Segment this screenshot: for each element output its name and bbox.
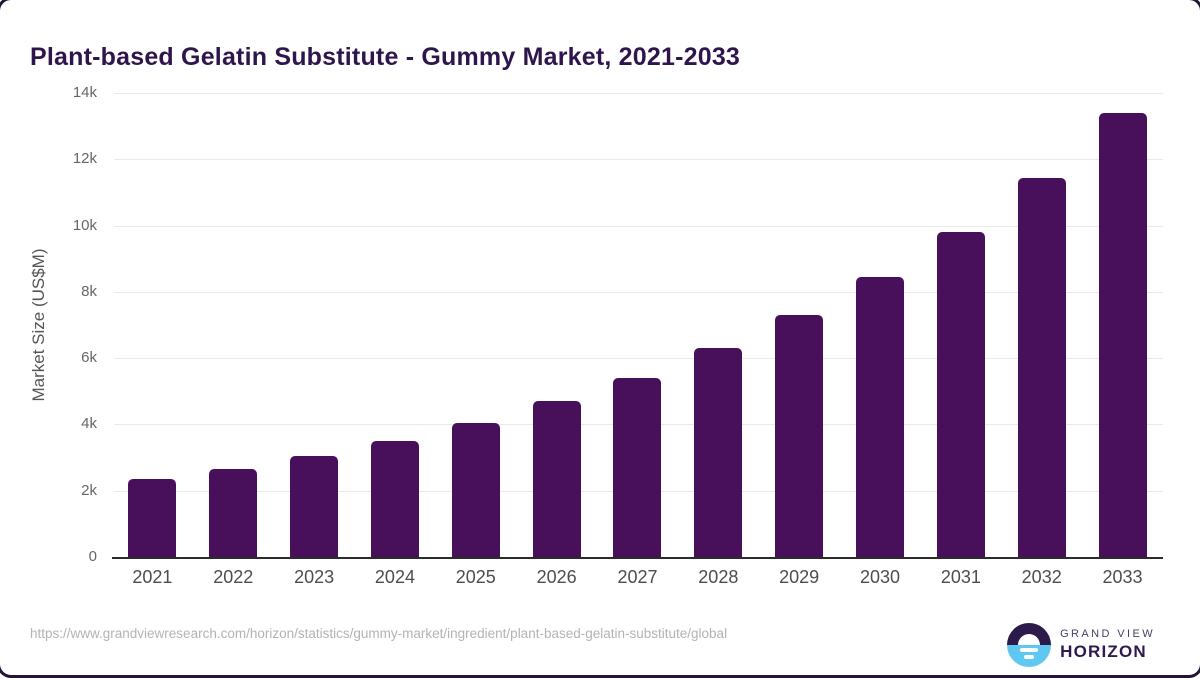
bar-2031[interactable] (936, 232, 985, 557)
bar-slot-2023 (274, 93, 355, 557)
x-axis-label-2021: 2021 (132, 567, 173, 587)
logo-icon-reflection-line-1 (1020, 648, 1039, 652)
x-axis-label-2032: 2032 (1021, 567, 1062, 587)
bar-slot-2027 (597, 93, 678, 557)
gridline-12k (114, 159, 1163, 161)
logo-icon-sun-arch (1018, 634, 1041, 645)
x-axis-label-2030: 2030 (859, 567, 901, 587)
source-url: https://www.grandviewresearch.com/horizo… (30, 626, 728, 641)
bar-slot-2029 (759, 93, 840, 557)
bar-slot-2032 (1001, 93, 1082, 557)
gridline-14k (114, 93, 1163, 94)
plot-area (112, 93, 1163, 559)
x-axis-label-2023: 2023 (294, 567, 335, 587)
bar-2030[interactable] (856, 276, 905, 557)
bar-2032[interactable] (1017, 177, 1066, 557)
bar-slot-2026 (516, 93, 597, 557)
logo-text: GRAND VIEW HORIZON (1060, 628, 1155, 662)
gridline-6k (114, 358, 1163, 360)
chart-title: Plant-based Gelatin Substitute - Gummy M… (30, 42, 741, 71)
horizon-sunrise-icon (1007, 623, 1052, 667)
x-axis-label-2029: 2029 (779, 567, 820, 587)
y-tick-label-4k: 4k (81, 415, 97, 433)
x-axis-labels: 2021 2022 2023 2024 2025 2026 2027 2028 2029 2030… (112, 567, 1163, 588)
y-tick-label-8k: 8k (81, 282, 97, 300)
bar-2028[interactable] (694, 348, 743, 557)
bar-2026[interactable] (532, 401, 581, 557)
y-tick-label-6k: 6k (81, 349, 97, 367)
grandview-horizon-logo: GRAND VIEW HORIZON (1007, 623, 1155, 667)
bar-2027[interactable] (613, 378, 662, 557)
bar-2033[interactable] (1098, 112, 1147, 557)
bar-2021[interactable] (128, 479, 177, 557)
logo-brand-bottom: HORIZON (1060, 642, 1147, 661)
y-tick-label-12k: 12k (72, 150, 97, 168)
bar-slot-2031 (920, 93, 1001, 557)
bar-2022[interactable] (209, 469, 258, 557)
bar-slot-2033 (1082, 93, 1163, 557)
bar-2023[interactable] (290, 455, 339, 557)
bar-slot-2022 (193, 93, 274, 557)
bar-slot-2025 (435, 93, 516, 557)
bar-slot-2030 (840, 93, 921, 557)
y-tick-label-0: 0 (88, 548, 97, 565)
logo-brand-top: GRAND VIEW (1060, 628, 1155, 640)
bar-slot-2021 (112, 93, 193, 557)
bar-2025[interactable] (451, 422, 500, 557)
y-tick-label-2k: 2k (81, 481, 97, 499)
y-ticks: 0 2k 4k 6k 8k 10k 12k 14k (0, 84, 97, 565)
x-axis-label-2028: 2028 (698, 567, 739, 587)
x-axis-label-2024: 2024 (374, 567, 415, 587)
gridline-10k (114, 225, 1163, 227)
x-axis-label-2027: 2027 (617, 567, 658, 587)
bar-slot-2024 (355, 93, 436, 557)
gridline-8k (114, 291, 1163, 293)
x-axis-label-2025: 2025 (455, 567, 496, 587)
x-axis-label-2022: 2022 (213, 567, 254, 587)
bar-slot-2028 (678, 93, 759, 557)
y-tick-label-14k: 14k (72, 84, 97, 101)
x-axis-label-2033: 2033 (1102, 567, 1143, 587)
logo-icon-reflection-line-2 (1024, 655, 1035, 659)
bars (112, 93, 1163, 557)
x-axis-label-2031: 2031 (940, 567, 981, 587)
bar-2029[interactable] (775, 315, 824, 557)
y-tick-label-10k: 10k (72, 216, 97, 234)
x-axis-label-2026: 2026 (536, 567, 577, 587)
bar-2024[interactable] (370, 441, 419, 557)
